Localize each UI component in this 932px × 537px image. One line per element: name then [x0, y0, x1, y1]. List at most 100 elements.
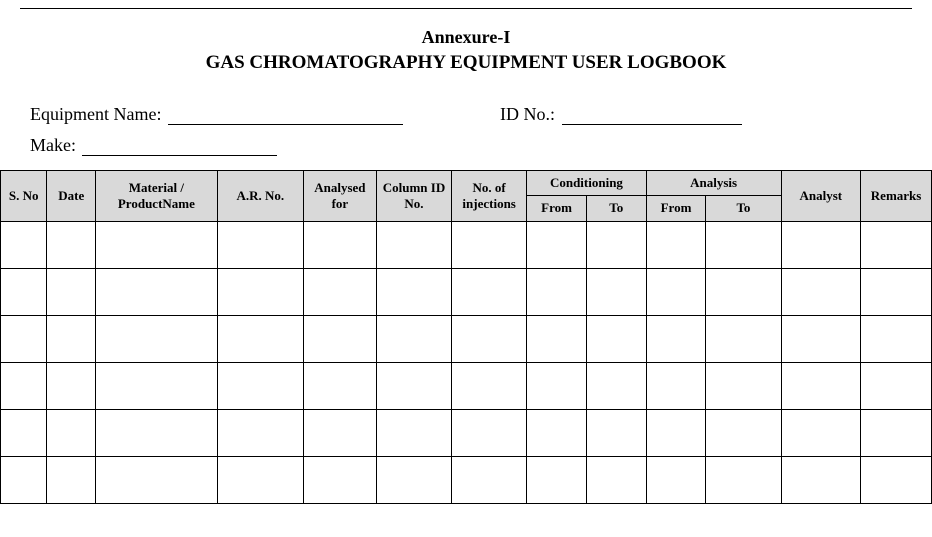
table-row: [1, 221, 932, 268]
table-cell: [861, 456, 932, 503]
table-cell: [586, 456, 646, 503]
make-label: Make:: [30, 135, 80, 156]
top-rule: [20, 8, 912, 9]
table-cell: [861, 409, 932, 456]
col-injections: No. of injections: [452, 171, 527, 222]
table-cell: [217, 409, 303, 456]
table-cell: [586, 362, 646, 409]
table-cell: [47, 456, 96, 503]
table-cell: [586, 409, 646, 456]
col-an-from: From: [646, 196, 706, 221]
table-cell: [527, 456, 587, 503]
table-cell: [1, 268, 47, 315]
table-cell: [706, 221, 781, 268]
table-cell: [706, 409, 781, 456]
table-cell: [376, 456, 451, 503]
table-cell: [303, 315, 376, 362]
table-cell: [861, 268, 932, 315]
table-cell: [646, 409, 706, 456]
equipment-name-label: Equipment Name:: [30, 104, 166, 125]
table-cell: [781, 362, 861, 409]
table-cell: [646, 268, 706, 315]
table-cell: [527, 362, 587, 409]
meta-row-1: Equipment Name: ID No.:: [30, 104, 910, 125]
table-cell: [303, 362, 376, 409]
page-title: GAS CHROMATOGRAPHY EQUIPMENT USER LOGBOO…: [0, 52, 932, 74]
id-no-field: ID No.:: [500, 104, 900, 125]
table-cell: [452, 362, 527, 409]
table-cell: [96, 409, 218, 456]
col-date: Date: [47, 171, 96, 222]
table-cell: [646, 315, 706, 362]
table-cell: [586, 268, 646, 315]
col-column-id: Column ID No.: [376, 171, 451, 222]
table-cell: [586, 221, 646, 268]
col-an-to: To: [706, 196, 781, 221]
table-cell: [452, 315, 527, 362]
make-value: [82, 138, 277, 156]
table-cell: [96, 362, 218, 409]
table-cell: [646, 456, 706, 503]
table-cell: [376, 409, 451, 456]
table-row: [1, 456, 932, 503]
table-row: [1, 268, 932, 315]
col-remarks: Remarks: [861, 171, 932, 222]
equipment-name-field: Equipment Name:: [30, 104, 500, 125]
header-block: Annexure-I GAS CHROMATOGRAPHY EQUIPMENT …: [0, 27, 932, 74]
table-body: [1, 221, 932, 503]
table-row: [1, 409, 932, 456]
table-cell: [781, 315, 861, 362]
col-cond-from: From: [527, 196, 587, 221]
table-cell: [781, 456, 861, 503]
col-sno: S. No: [1, 171, 47, 222]
col-cond-to: To: [586, 196, 646, 221]
table-cell: [217, 315, 303, 362]
table-cell: [861, 362, 932, 409]
table-cell: [376, 221, 451, 268]
table-cell: [706, 315, 781, 362]
table-cell: [452, 268, 527, 315]
table-cell: [47, 409, 96, 456]
table-cell: [527, 268, 587, 315]
table-cell: [47, 362, 96, 409]
table-cell: [646, 221, 706, 268]
col-analyst: Analyst: [781, 171, 861, 222]
logbook-table: S. No Date Material / ProductName A.R. N…: [0, 170, 932, 504]
table-cell: [646, 362, 706, 409]
table-cell: [96, 315, 218, 362]
table-cell: [96, 221, 218, 268]
table-cell: [303, 456, 376, 503]
table-cell: [1, 409, 47, 456]
table-cell: [452, 456, 527, 503]
table-cell: [1, 315, 47, 362]
col-conditioning: Conditioning: [527, 171, 646, 196]
table-cell: [217, 221, 303, 268]
table-row: [1, 315, 932, 362]
table-cell: [217, 362, 303, 409]
table-row: [1, 362, 932, 409]
make-field: Make:: [30, 135, 500, 156]
table-cell: [376, 362, 451, 409]
table-cell: [586, 315, 646, 362]
table-cell: [861, 315, 932, 362]
table-header: S. No Date Material / ProductName A.R. N…: [1, 171, 932, 222]
table-cell: [376, 268, 451, 315]
meta-fields: Equipment Name: ID No.: Make:: [30, 104, 910, 156]
col-material: Material / ProductName: [96, 171, 218, 222]
page: Annexure-I GAS CHROMATOGRAPHY EQUIPMENT …: [0, 8, 932, 504]
table-cell: [781, 221, 861, 268]
table-cell: [861, 221, 932, 268]
table-cell: [47, 268, 96, 315]
table-cell: [706, 456, 781, 503]
equipment-name-value: [168, 107, 403, 125]
table-cell: [303, 268, 376, 315]
table-cell: [47, 221, 96, 268]
table-cell: [452, 221, 527, 268]
id-no-label: ID No.:: [500, 104, 560, 125]
table-cell: [47, 315, 96, 362]
table-cell: [1, 362, 47, 409]
table-cell: [303, 221, 376, 268]
table-cell: [303, 409, 376, 456]
table-cell: [217, 268, 303, 315]
table-cell: [527, 315, 587, 362]
